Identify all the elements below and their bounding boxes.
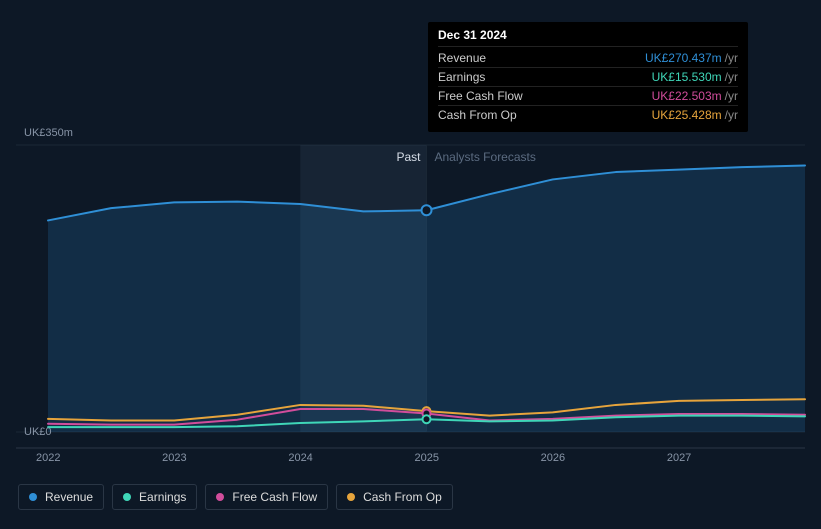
- legend-swatch-icon: [347, 493, 355, 501]
- x-axis-tick: 2024: [288, 452, 312, 464]
- legend-item-revenue[interactable]: Revenue: [18, 484, 104, 510]
- tooltip: Dec 31 2024 Revenue UK£270.437m/yr Earning…: [428, 22, 748, 132]
- tooltip-metric-value: UK£270.437m/yr: [645, 51, 738, 65]
- x-axis-tick: 2023: [162, 452, 186, 464]
- x-axis-tick: 2025: [415, 452, 439, 464]
- tooltip-metric-value: UK£25.428m/yr: [652, 108, 738, 122]
- past-section-label: Past: [396, 150, 420, 164]
- legend-label: Free Cash Flow: [232, 490, 317, 504]
- tooltip-metric-value: UK£22.503m/yr: [652, 89, 738, 103]
- tooltip-metric-label: Revenue: [438, 51, 486, 65]
- y-axis-max-label: UK£350m: [24, 127, 73, 139]
- tooltip-row: Earnings UK£15.530m/yr: [438, 68, 738, 87]
- forecast-section-label: Analysts Forecasts: [435, 150, 536, 164]
- legend-label: Cash From Op: [363, 490, 442, 504]
- legend-item-free-cash-flow[interactable]: Free Cash Flow: [205, 484, 328, 510]
- x-axis-tick: 2027: [667, 452, 691, 464]
- tooltip-metric-value: UK£15.530m/yr: [652, 70, 738, 84]
- tooltip-date: Dec 31 2024: [438, 28, 738, 47]
- legend-swatch-icon: [123, 493, 131, 501]
- tooltip-metric-label: Cash From Op: [438, 108, 517, 122]
- x-axis-tick: 2026: [541, 452, 565, 464]
- legend-swatch-icon: [216, 493, 224, 501]
- tooltip-row: Free Cash Flow UK£22.503m/yr: [438, 87, 738, 106]
- tooltip-row: Cash From Op UK£25.428m/yr: [438, 106, 738, 124]
- x-axis-tick: 2022: [36, 452, 60, 464]
- legend-label: Revenue: [45, 490, 93, 504]
- tooltip-row: Revenue UK£270.437m/yr: [438, 49, 738, 68]
- chart-container: UK£350m UK£0 2022 2023 2024 2025 2026 2027 Pa…: [0, 0, 821, 524]
- tooltip-metric-label: Earnings: [438, 70, 485, 84]
- legend-item-earnings[interactable]: Earnings: [112, 484, 197, 510]
- legend-item-cash-from-op[interactable]: Cash From Op: [336, 484, 453, 510]
- legend-swatch-icon: [29, 493, 37, 501]
- y-axis-min-label: UK£0: [24, 426, 52, 438]
- tooltip-metric-label: Free Cash Flow: [438, 89, 523, 103]
- legend: Revenue Earnings Free Cash Flow Cash From O…: [18, 484, 453, 510]
- legend-label: Earnings: [139, 490, 186, 504]
